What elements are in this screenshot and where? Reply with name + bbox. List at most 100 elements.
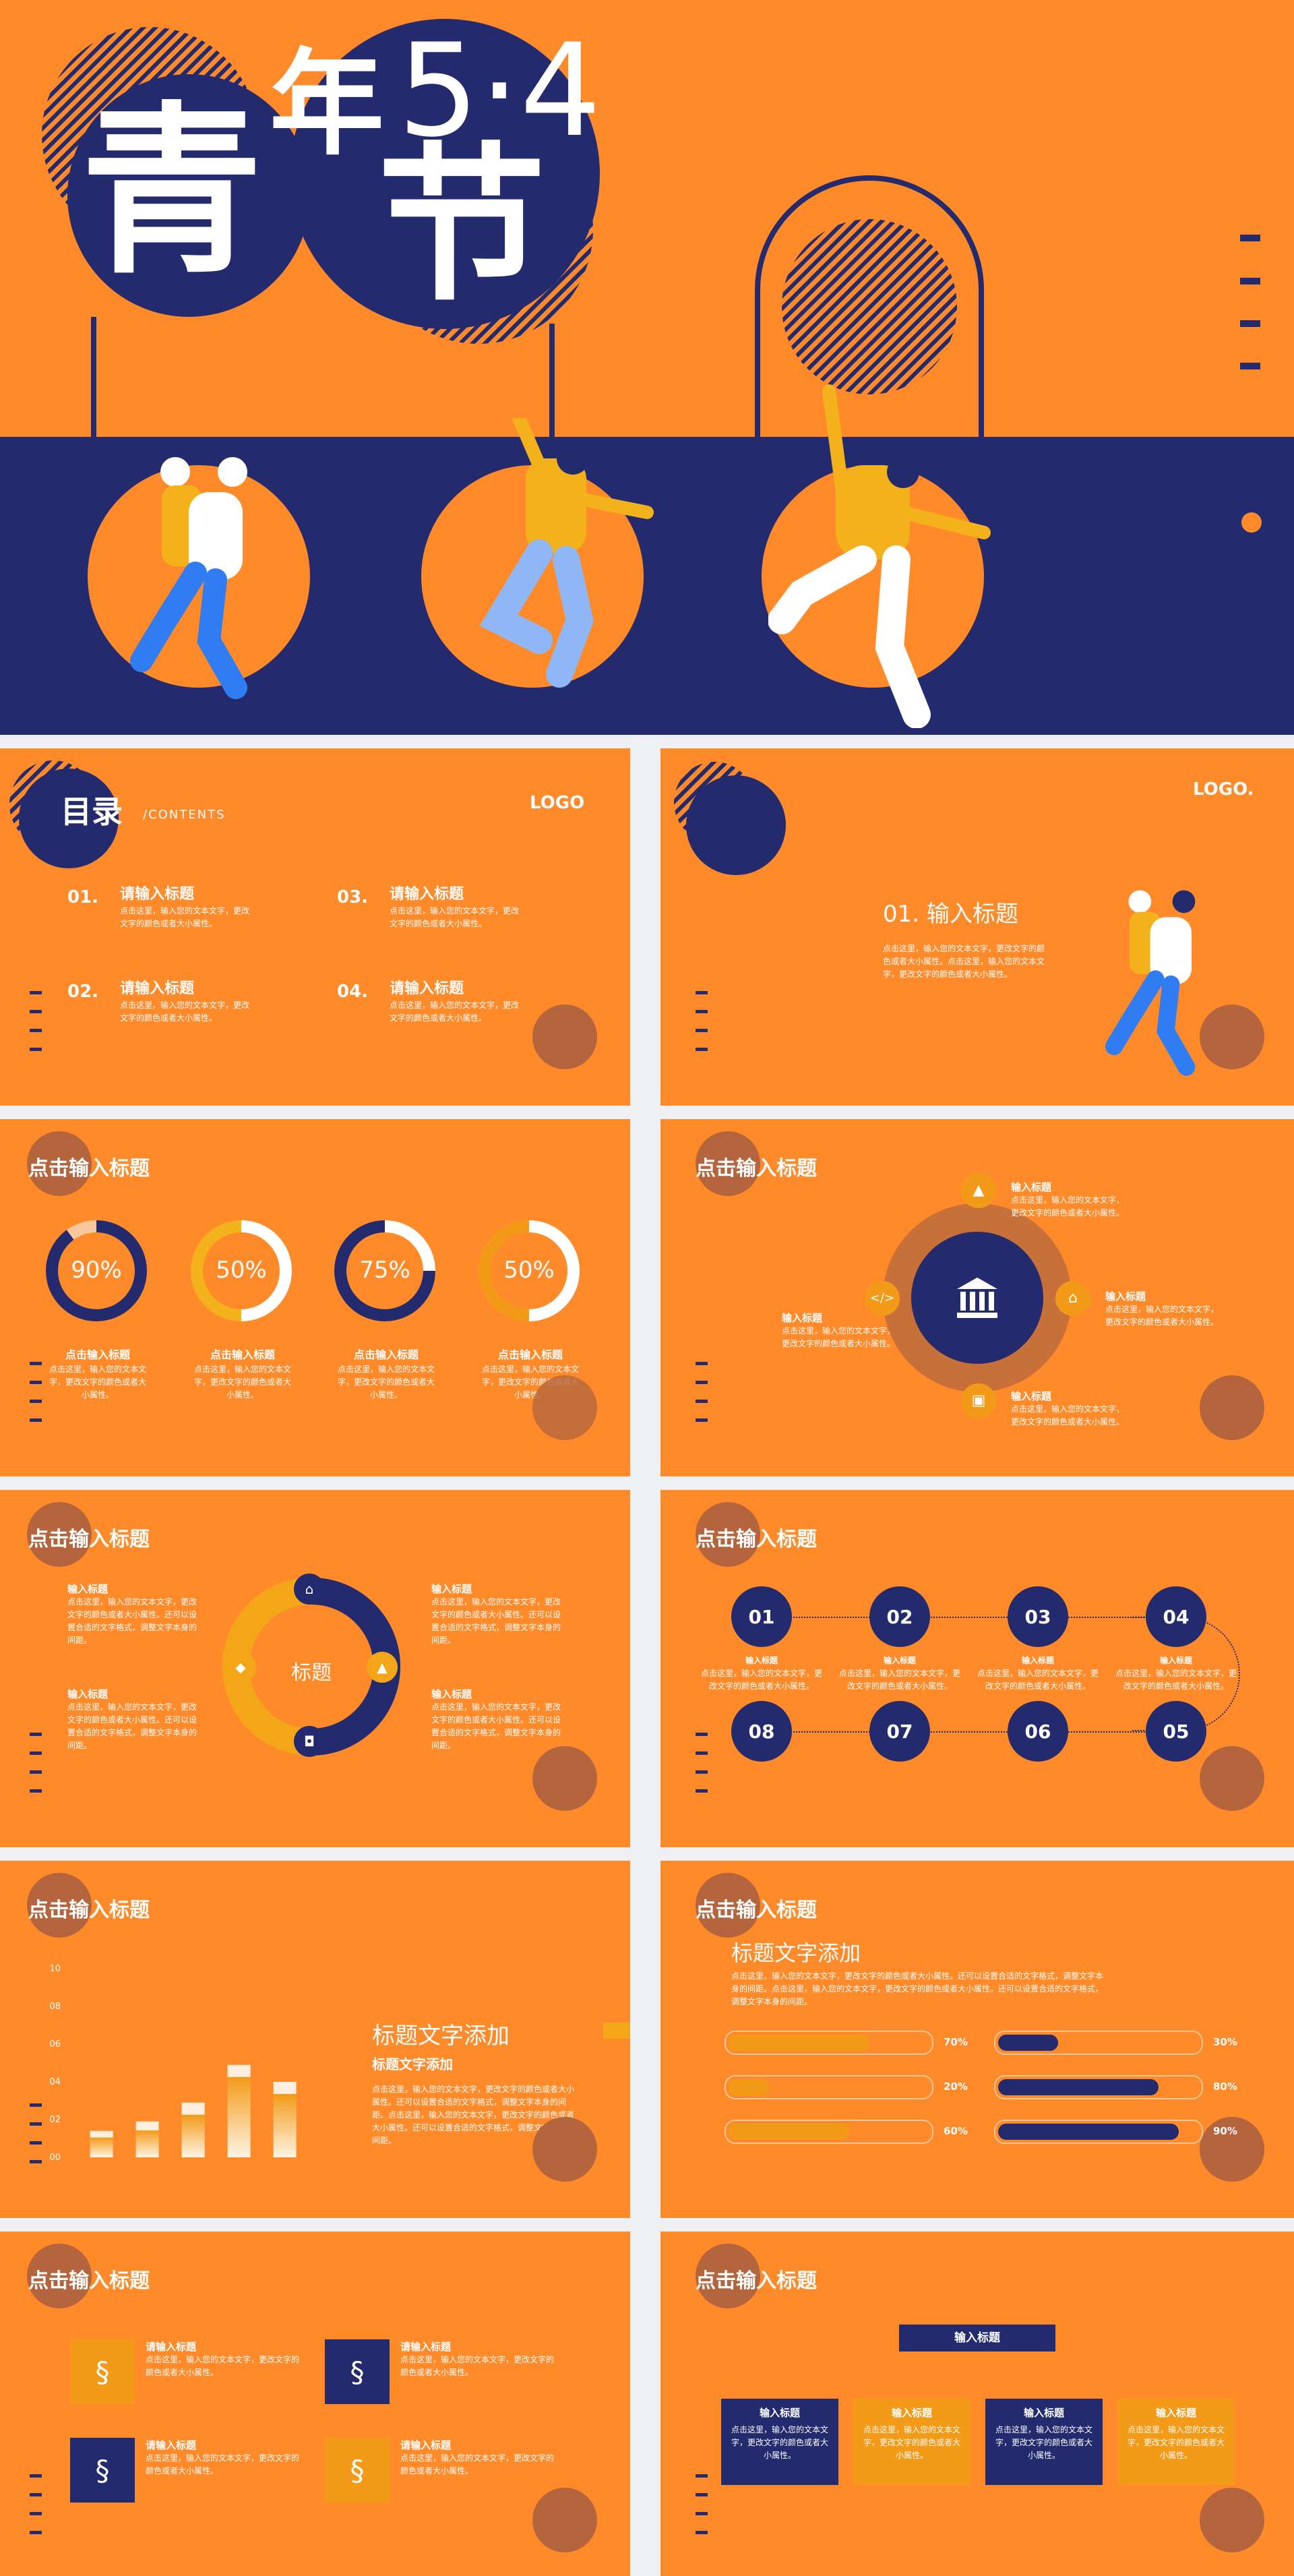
feature-label: 请输入标题 [146,2341,197,2353]
progress-bar [725,2120,933,2144]
timeline-node[interactable]: 04 [1146,1586,1206,1647]
timeline-slide[interactable]: 点击输入标题 01 02 03 04 08 07 06 05 输入标题 点击这里… [660,1490,1294,1847]
hub-desc: 点击这里，输入您的文本文字，更改文字的颜色或者大小属性。 [1011,1404,1125,1427]
timeline-node[interactable]: 03 [1008,1586,1068,1647]
ring-item[interactable]: 50% 点击输入标题 点击这里，输入您的文本文字，更改文字的颜色或者大小属性。 [185,1220,307,1443]
feature-item[interactable]: 请输入标题 点击这里，输入您的文本文字，更改文字的颜色或者大小属性。 [400,2438,555,2478]
decor-dash [30,2160,42,2163]
cycle-slide[interactable]: 点击输入标题 标题 ⌂ ▲ ◘ ◆ 输入标题 点击这里，输入您的文本文字，更改文… [0,1490,630,1847]
ring-value: 75% [359,1257,410,1284]
cards-header[interactable]: 输入标题 [899,2325,1055,2352]
picture-icon[interactable]: ▣ [961,1383,996,1418]
feature-item[interactable]: 请输入标题 点击这里，输入您的文本文字，更改文字的颜色或者大小属性。 [146,2438,301,2478]
person-illustration [1105,890,1196,1076]
toc-num: 01. [67,887,99,907]
cycle-desc: 点击这里，输入您的文本文字，更改文字的颜色或者大小属性。还可以设置合适的文字格式… [67,1702,197,1750]
hub-item[interactable]: 输入标题 点击这里，输入您的文本文字，更改文字的颜色或者大小属性。 [782,1311,896,1350]
scroll-icon[interactable]: § [70,2339,135,2404]
home-icon[interactable]: ⌂ [1055,1281,1090,1316]
timeline-item: 输入标题 点击这里，输入您的文本文字，更改文字的颜色或者大小属性。 [701,1654,822,1693]
rings-slide[interactable]: 点击输入标题 90% 点击输入标题 点击这里，输入您的文本文字，更改文字的颜色或… [0,1119,630,1476]
ring-label: 点击输入标题 [210,1348,275,1361]
progress-value: 80% [1213,2080,1237,2093]
card-desc: 点击这里，输入您的文本文字，更改文字的颜色或者大小属性。 [1127,2425,1225,2460]
y-tick-label: 02 [49,2115,61,2125]
bank-icon[interactable]: ⌂ [294,1574,325,1605]
logo-text: LOGO [530,793,585,813]
chart-desc: 点击这里，输入您的文本文字，更改文字的颜色或者大小属性。还可以设置合适的文字格式… [372,2085,575,2145]
toc-num: 04. [337,982,369,1002]
decor-circle [532,1005,597,1069]
bar-cap [135,2121,159,2131]
hub-item[interactable]: 输入标题 点击这里，输入您的文本文字，更改文字的颜色或者大小属性。 [1011,1180,1126,1220]
cycle-item[interactable]: 输入标题 点击这里，输入您的文本文字，更改文字的颜色或者大小属性。还可以设置合适… [67,1687,202,1752]
scroll-icon[interactable]: § [325,2339,390,2404]
progress-value: 20% [944,2080,968,2093]
decor-circle [27,1502,92,1567]
feature-item[interactable]: 请输入标题 点击这里，输入您的文本文字，更改文字的颜色或者大小属性。 [146,2339,301,2379]
frame-line [91,317,96,533]
card-label: 输入标题 [891,2407,932,2419]
info-card[interactable]: 输入标题 点击这里，输入您的文本文字，更改文字的颜色或者大小属性。 [985,2399,1103,2485]
cards-slide[interactable]: 点击输入标题 输入标题 输入标题 点击这里，输入您的文本文字，更改文字的颜色或者… [660,2231,1294,2576]
code-icon[interactable]: </> [865,1281,900,1316]
ring-item[interactable]: 75% 点击输入标题 点击这里，输入您的文本文字，更改文字的颜色或者大小属性。 [329,1220,450,1443]
decor-circle [19,769,119,868]
cycle-item[interactable]: 输入标题 点击这里，输入您的文本文字，更改文字的颜色或者大小属性。还可以设置合适… [431,1687,566,1752]
chart-slide[interactable]: 点击输入标题 00 02 04 06 08 10 标题文字添加 标题文字添加 点击这里，输… [0,1861,630,2218]
ring-value: 50% [216,1257,267,1284]
slide-title: 点击输入标题 [28,1528,150,1551]
decor-dash [30,2141,42,2145]
decor-circle [686,775,786,875]
ring-hole [203,1232,280,1309]
decor-dash [696,991,708,994]
toc-slide[interactable]: 目录 /CONTENTS LOGO 01. 请输入标题 点击这里，输入您的文本文… [0,748,630,1106]
decor-dash [30,2493,42,2496]
timeline-node[interactable]: 01 [731,1586,792,1647]
timeline-node[interactable]: 07 [869,1701,930,1762]
cover-slide[interactable]: 青 年 5·4 节 [0,0,1294,735]
feature-item[interactable]: 请输入标题 点击这里，输入您的文本文字，更改文字的颜色或者大小属性。 [400,2339,555,2379]
decor-dash [696,1418,708,1422]
frame-line [549,324,555,526]
slide-title: 点击输入标题 [28,1157,150,1180]
decor-dash [696,2531,708,2534]
progress-slide[interactable]: 点击输入标题 标题文字添加 点击这里，输入您的文本文字，更改文字的颜色或者大小属… [660,1861,1294,2218]
diamond-icon[interactable]: ◆ [225,1652,256,1683]
decor-dash [696,2512,708,2515]
slide-title: 点击输入标题 [28,2269,150,2293]
image-icon[interactable]: ▲ [961,1173,996,1208]
connector-line [762,1617,1174,1618]
graduation-cap-icon[interactable]: ▲ [367,1652,398,1683]
ring-label: 点击输入标题 [353,1348,419,1361]
toc-label: 请输入标题 [390,886,464,903]
hub-item[interactable]: 输入标题 点击这里，输入您的文本文字，更改文字的颜色或者大小属性。 [1105,1289,1220,1329]
hub-slide[interactable]: 点击输入标题 ▲ </> ⌂ ▣ 输入标题 点击这里，输入您的文本文字，更改文字… [660,1119,1294,1476]
toc-desc: 点击这里，输入您的文本文字，更改文字的颜色或者大小属性。 [120,1000,250,1023]
person-illustration [768,384,991,728]
info-card[interactable]: 输入标题 点击这里，输入您的文本文字，更改文字的颜色或者大小属性。 [721,2399,838,2485]
scroll-icon[interactable]: § [70,2438,135,2503]
info-card[interactable]: 输入标题 点击这里，输入您的文本文字，更改文字的颜色或者大小属性。 [853,2399,970,2485]
timeline-desc: 点击这里，输入您的文本文字，更改文字的颜色或者大小属性。 [1115,1669,1237,1691]
scroll-icon[interactable]: § [325,2438,390,2503]
slide-title: 点击输入标题 [696,1898,817,1922]
cycle-item[interactable]: 输入标题 点击这里，输入您的文本文字，更改文字的颜色或者大小属性。还可以设置合适… [431,1582,566,1647]
progress-value: 30% [1213,2036,1237,2048]
progress-bar [725,2031,933,2055]
features-slide[interactable]: 点击输入标题 § § § § 请输入标题 点击这里，输入您的文本文字，更改文字的… [0,2231,630,2576]
info-card[interactable]: 输入标题 点击这里，输入您的文本文字，更改文字的颜色或者大小属性。 [1117,2399,1235,2485]
section-slide[interactable]: LOGO. 01. 输入标题 点击这里，输入您的文本文字，更改文字的颜色或者大小… [660,748,1294,1106]
cycle-item[interactable]: 输入标题 点击这里，输入您的文本文字，更改文字的颜色或者大小属性。还可以设置合适… [67,1582,202,1647]
timeline-node[interactable]: 05 [1146,1701,1206,1762]
title-circle-right [290,19,600,329]
lock-icon[interactable]: ◘ [294,1726,325,1757]
timeline-node[interactable]: 06 [1008,1701,1068,1762]
timeline-node[interactable]: 02 [869,1586,930,1647]
timeline-node[interactable]: 08 [731,1701,792,1762]
hub-item[interactable]: 输入标题 点击这里，输入您的文本文字，更改文字的颜色或者大小属性。 [1011,1389,1126,1429]
decor-dash [30,1789,42,1793]
decor-dash [30,1010,42,1013]
ring-item[interactable]: 90% 点击输入标题 点击这里，输入您的文本文字，更改文字的颜色或者大小属性。 [40,1220,162,1443]
ring-item[interactable]: 50% 点击输入标题 点击这里，输入您的文本文字，更改文字的颜色或者大小属性。 [473,1220,594,1443]
